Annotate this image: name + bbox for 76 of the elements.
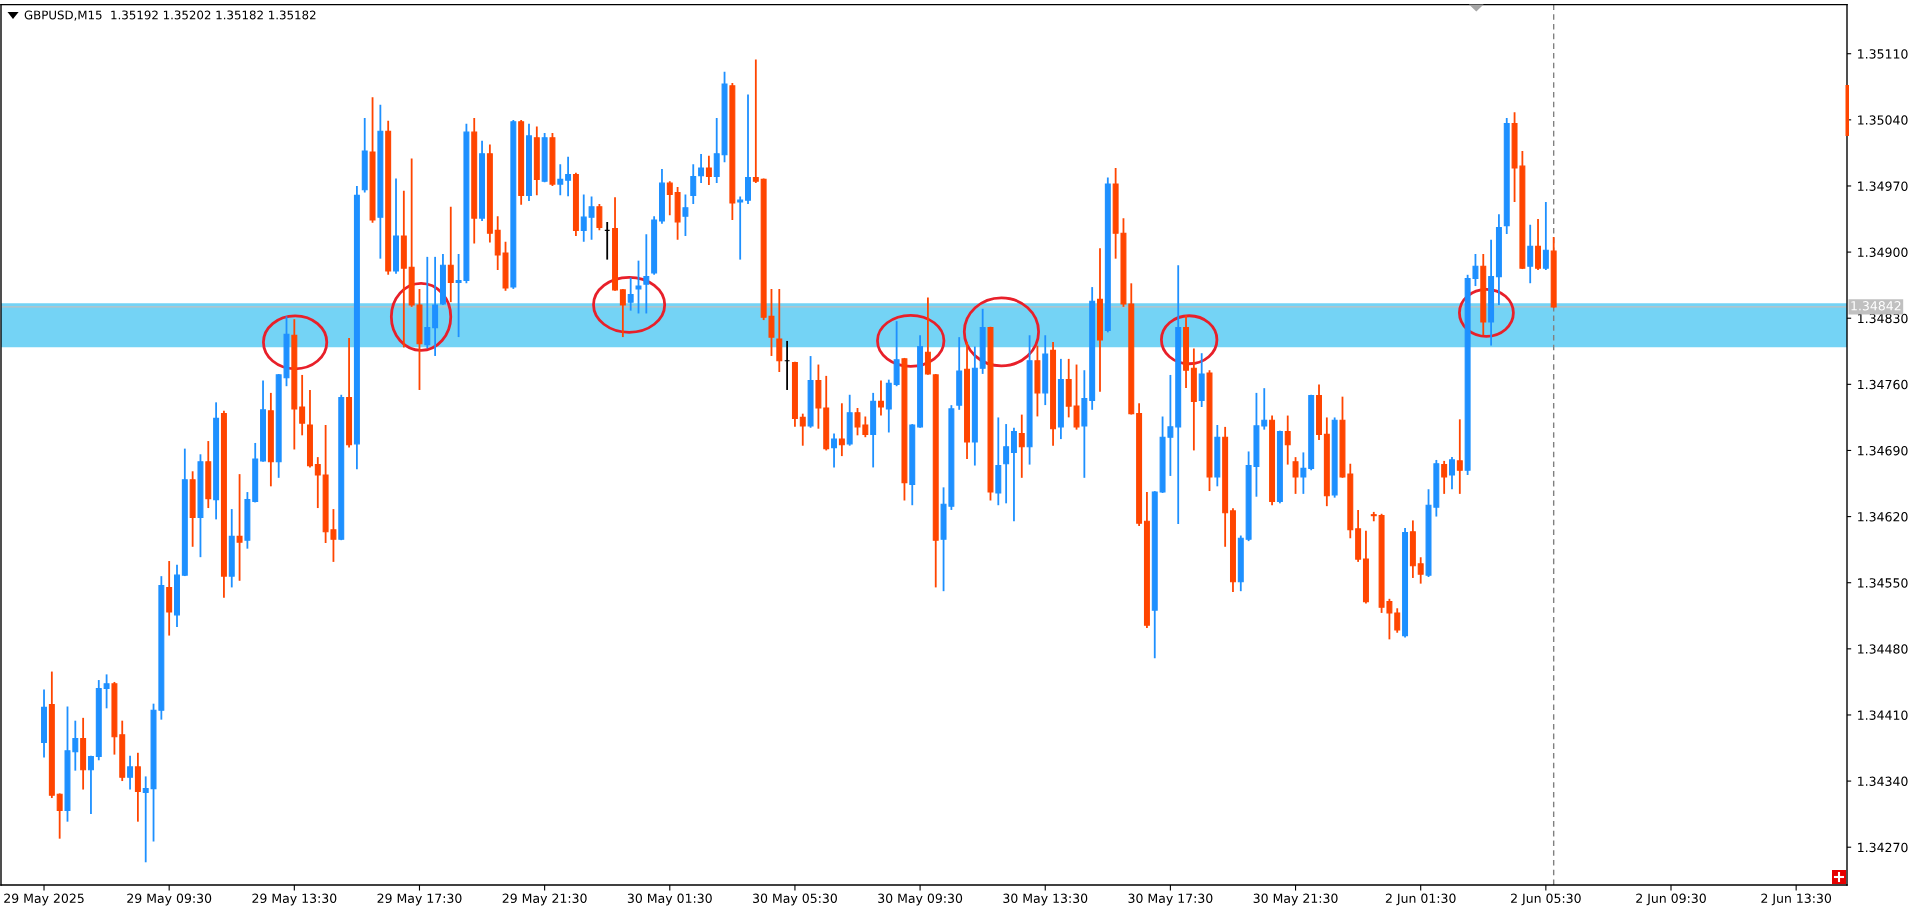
y-tick-label: 1.34270 <box>1858 842 1908 853</box>
x-tick-label: 2 Jun 05:30 <box>1511 893 1581 906</box>
candlestick <box>1010 427 1017 522</box>
candlestick <box>619 288 626 338</box>
candlestick <box>705 155 712 185</box>
candlestick <box>1003 424 1010 504</box>
candlestick <box>1456 419 1463 494</box>
candlestick <box>831 433 838 468</box>
candlestick <box>698 153 705 184</box>
candlestick <box>1284 415 1291 465</box>
candlestick <box>1018 414 1025 478</box>
candlestick <box>627 277 634 311</box>
candlestick <box>643 234 650 314</box>
x-tick-label: 29 May 2025 <box>4 893 84 906</box>
ref-line-label: 1.34842 <box>1851 301 1901 311</box>
candlestick <box>1300 452 1307 494</box>
y-tick-label: 1.34760 <box>1858 379 1908 390</box>
x-tick-label: 2 Jun 13:30 <box>1761 893 1832 906</box>
candlestick <box>1449 457 1455 490</box>
candlestick <box>1370 511 1377 522</box>
chart-title: GBPUSD,M15 1.35192 1.35202 1.35182 1.35182 <box>24 10 316 21</box>
candlestick <box>432 256 439 356</box>
y-tick-label: 1.35110 <box>1858 49 1908 59</box>
candlestick <box>1441 460 1448 494</box>
y-tick-label: 1.34550 <box>1858 578 1908 588</box>
candlestick <box>424 256 431 349</box>
x-tick-label: 30 May 05:30 <box>753 893 837 906</box>
x-tick-label: 30 May 17:30 <box>1128 893 1213 906</box>
candlestick <box>299 374 306 436</box>
candlestick <box>924 297 931 375</box>
y-tick-label: 1.34900 <box>1858 247 1908 258</box>
candlestick <box>776 288 783 373</box>
candlestick <box>103 674 110 709</box>
x-tick-label: 30 May 01:30 <box>627 893 712 906</box>
x-tick-label: 2 Jun 09:30 <box>1636 893 1706 906</box>
x-tick-label: 29 May 17:30 <box>377 893 462 906</box>
candlestick <box>314 457 321 509</box>
candlestick <box>1394 608 1401 633</box>
candlestick <box>635 260 642 314</box>
candlestick <box>799 413 806 446</box>
x-tick-label: 30 May 21:30 <box>1253 893 1338 906</box>
candlestick <box>56 793 63 839</box>
candlestick <box>1417 557 1424 584</box>
candlestick <box>565 156 572 197</box>
y-tick-label: 1.34410 <box>1858 710 1908 720</box>
candlestick <box>447 206 454 303</box>
x-tick-label: 29 May 09:30 <box>127 893 212 906</box>
x-tick-label: 29 May 21:30 <box>502 893 587 906</box>
candlestick <box>877 380 884 416</box>
y-tick-label: 1.34620 <box>1858 512 1908 522</box>
x-tick-label: 30 May 09:30 <box>878 893 963 906</box>
candlestick <box>557 164 564 196</box>
y-tick-label: 1.34970 <box>1858 181 1908 191</box>
candlestick <box>127 755 134 790</box>
candlestick <box>1535 219 1542 271</box>
candlestick <box>690 164 697 204</box>
candlestick <box>1527 224 1534 284</box>
candlestick <box>737 196 744 260</box>
candlestick <box>87 755 94 815</box>
y-tick-label: 1.35040 <box>1858 115 1908 125</box>
candlestick <box>1542 202 1549 271</box>
y-tick-label: 1.34690 <box>1858 445 1908 456</box>
y-tick-label: 1.34830 <box>1858 313 1908 324</box>
candlestick <box>1292 457 1299 494</box>
candlestick <box>745 94 751 204</box>
x-tick-label: 30 May 13:30 <box>1003 893 1088 906</box>
candlestick <box>838 403 845 457</box>
y-tick-label: 1.34480 <box>1858 644 1908 654</box>
candlestick <box>752 59 759 184</box>
candlestick <box>236 474 243 581</box>
x-tick-label: 2 Jun 01:30 <box>1385 893 1456 906</box>
y-tick-label: 1.34340 <box>1858 776 1908 787</box>
candlestick <box>682 194 689 236</box>
x-tick-label: 29 May 13:30 <box>252 893 337 906</box>
candlestick <box>596 203 603 231</box>
candlestick <box>666 181 673 216</box>
